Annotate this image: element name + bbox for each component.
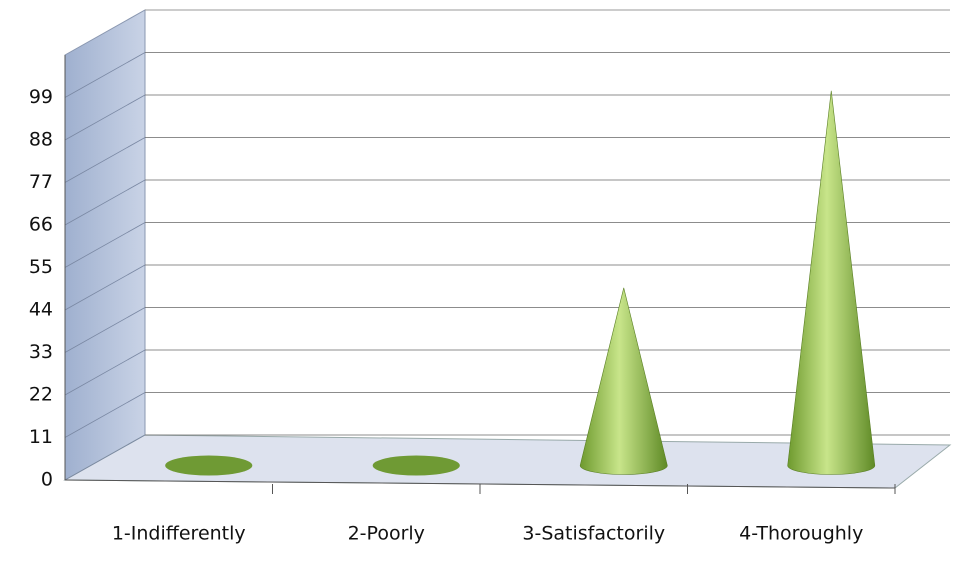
y-tick-label: 11 (29, 426, 53, 448)
grid-line-side (64, 392, 146, 438)
y-tick-label: 77 (29, 171, 53, 193)
cone (579, 287, 668, 475)
y-tick-label: 0 (41, 469, 53, 491)
cone (787, 90, 876, 475)
grid-line-side (64, 222, 146, 268)
y-tick-label: 44 (29, 299, 53, 321)
y-tick-label: 33 (29, 341, 53, 363)
grid-line-side (64, 137, 146, 183)
x-tick-label: 2-Poorly (348, 523, 425, 545)
grid-line-side (64, 264, 146, 311)
grid-line-side (64, 434, 146, 481)
grid-line-side (64, 52, 146, 98)
y-tick-label: 99 (29, 86, 53, 108)
grid-line-side (64, 349, 146, 396)
x-axis (64, 479, 896, 489)
grid-line-side (64, 307, 146, 353)
x-tick-label: 1-Indifferently (112, 523, 246, 545)
y-tick-label: 55 (29, 256, 53, 278)
cone-base (165, 455, 253, 476)
x-tick-label: 4-Thoroughly (739, 523, 863, 545)
y-tick-label: 22 (29, 384, 53, 406)
y-tick-label: 66 (29, 214, 53, 236)
x-tick-label: 3-Satisfactorily (522, 523, 665, 545)
cone-base (372, 455, 460, 476)
grid-line-side (64, 94, 146, 141)
grid-line-side (64, 179, 146, 226)
y-tick-label: 88 (29, 129, 53, 151)
